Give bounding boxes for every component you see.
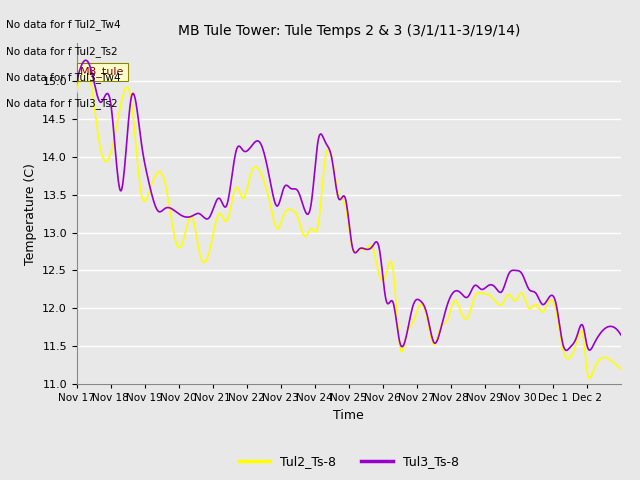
Text: No data for f Tul2_Tw4: No data for f Tul2_Tw4: [6, 19, 121, 30]
Legend: Tul2_Ts-8, Tul3_Ts-8: Tul2_Ts-8, Tul3_Ts-8: [234, 450, 463, 473]
Text: MB_tule: MB_tule: [80, 66, 124, 77]
Text: No data for f Tul3_Tw4: No data for f Tul3_Tw4: [6, 72, 121, 83]
Text: No data for f Tul3_Ts2: No data for f Tul3_Ts2: [6, 98, 118, 109]
Title: MB Tule Tower: Tule Temps 2 & 3 (3/1/11-3/19/14): MB Tule Tower: Tule Temps 2 & 3 (3/1/11-…: [178, 24, 520, 38]
Y-axis label: Temperature (C): Temperature (C): [24, 163, 36, 264]
Text: No data for f Tul2_Ts2: No data for f Tul2_Ts2: [6, 46, 118, 57]
X-axis label: Time: Time: [333, 408, 364, 421]
